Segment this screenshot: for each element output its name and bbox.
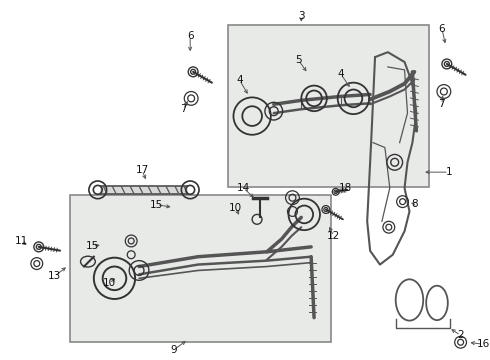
Text: 7: 7 bbox=[180, 104, 187, 114]
Text: 17: 17 bbox=[135, 165, 148, 175]
Text: 6: 6 bbox=[439, 23, 445, 33]
Text: 18: 18 bbox=[339, 183, 352, 193]
Text: 6: 6 bbox=[187, 31, 194, 41]
Text: 15: 15 bbox=[86, 241, 99, 251]
Text: 8: 8 bbox=[411, 199, 417, 208]
Text: 7: 7 bbox=[439, 99, 445, 109]
Text: 10: 10 bbox=[229, 203, 242, 212]
Text: 5: 5 bbox=[295, 55, 302, 65]
Bar bbox=[227, 24, 429, 187]
Text: 11: 11 bbox=[14, 236, 27, 246]
Text: 4: 4 bbox=[337, 69, 344, 79]
Text: 1: 1 bbox=[445, 167, 452, 177]
Text: 12: 12 bbox=[327, 231, 341, 241]
Text: 13: 13 bbox=[48, 271, 61, 282]
Text: 15: 15 bbox=[150, 199, 163, 210]
Text: 4: 4 bbox=[236, 75, 243, 85]
Text: 2: 2 bbox=[457, 330, 464, 340]
Text: 3: 3 bbox=[298, 11, 305, 21]
Text: 16: 16 bbox=[477, 339, 490, 349]
Text: 10: 10 bbox=[103, 278, 116, 288]
Bar bbox=[70, 195, 331, 342]
Text: 14: 14 bbox=[237, 183, 250, 193]
Text: 9: 9 bbox=[170, 345, 177, 355]
